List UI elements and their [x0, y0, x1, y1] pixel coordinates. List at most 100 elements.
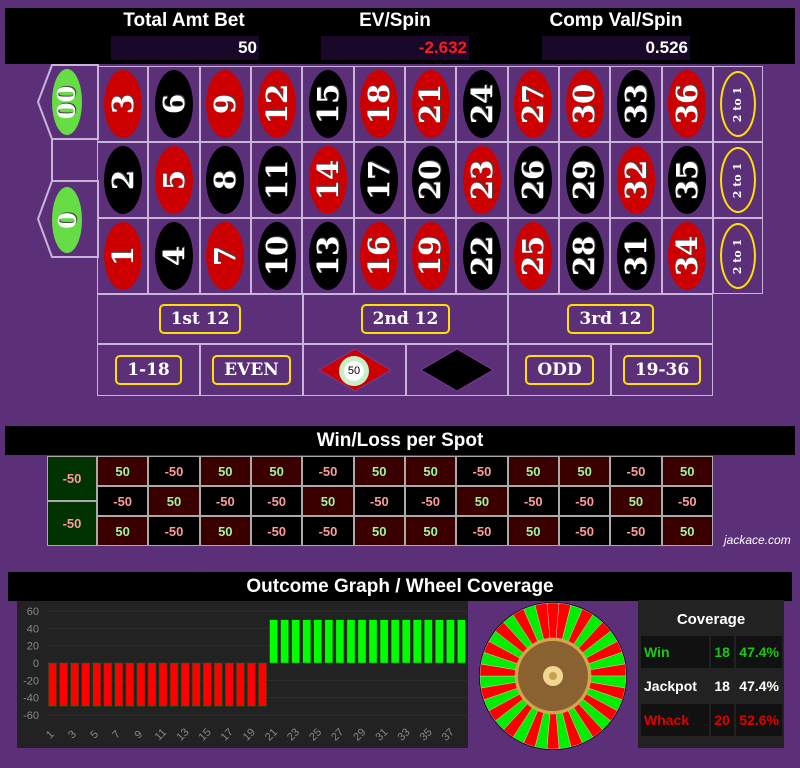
x-tick-label: 25	[307, 726, 324, 743]
number-oval: 3	[103, 70, 142, 138]
number-oval: 23	[462, 146, 501, 214]
bet-1-18[interactable]: 1-18	[97, 344, 200, 396]
x-tick-label: 17	[219, 726, 236, 743]
number-label: 10	[259, 235, 294, 277]
chip[interactable]: 50	[339, 356, 369, 386]
number-oval: 16	[360, 222, 399, 290]
bet-even[interactable]: EVEN	[200, 344, 303, 396]
outcome-bar	[92, 662, 102, 707]
bet-spot-23[interactable]: 23	[456, 142, 508, 218]
winloss-cell: -50	[148, 516, 200, 546]
bet-spot-32[interactable]: 32	[610, 142, 662, 218]
bet-spot-7[interactable]: 7	[199, 218, 252, 294]
dozen-3rd[interactable]: 3rd 12	[508, 294, 713, 344]
bet-spot-10[interactable]: 10	[250, 218, 303, 294]
dozen-2nd[interactable]: 2nd 12	[303, 294, 508, 344]
number-oval: 17	[360, 146, 399, 214]
column-bet-2[interactable]: 2 to 1	[713, 142, 763, 218]
number-label: 12	[259, 83, 294, 125]
number-oval: 21	[411, 70, 450, 138]
number-label: 11	[259, 159, 294, 201]
x-tick-label: 9	[132, 728, 145, 741]
number-label: 25	[516, 235, 551, 277]
number-label: 6	[157, 93, 192, 115]
number-oval: 33	[616, 70, 655, 138]
coverage-title: Coverage	[676, 611, 746, 628]
winloss-title: Win/Loss per Spot	[5, 426, 795, 455]
number-oval: 11	[257, 146, 296, 214]
bet-spot-28[interactable]: 28	[558, 218, 611, 294]
number-label: 29	[567, 159, 602, 201]
bet-spot-2[interactable]: 2	[97, 142, 149, 218]
outcome-bar	[324, 619, 334, 664]
bet-spot-26[interactable]: 26	[507, 142, 560, 218]
winloss-cell: 50	[507, 516, 559, 546]
bet-spot-19[interactable]: 19	[404, 218, 457, 294]
bet-spot-4[interactable]: 4	[148, 218, 200, 294]
bet-spot-00[interactable]: 00	[52, 69, 82, 135]
dozen-label: 1st 12	[158, 304, 242, 334]
column-label: 2 to 1	[731, 86, 745, 122]
x-tick-label: 33	[396, 726, 413, 743]
bet-spot-15[interactable]: 15	[302, 66, 354, 142]
bet-spot-6[interactable]: 6	[148, 66, 200, 142]
outcome-bar	[435, 619, 444, 664]
bet-spot-33[interactable]: 33	[610, 66, 662, 142]
x-tick-label: 19	[241, 726, 258, 743]
bet-spot-20[interactable]: 20	[404, 142, 457, 218]
x-tick-label: 1	[44, 728, 57, 741]
dozen-1st[interactable]: 1st 12	[97, 294, 303, 344]
winloss-cell: 50	[97, 516, 149, 546]
x-tick-label: 15	[197, 726, 214, 743]
bet-spot-9[interactable]: 9	[199, 66, 252, 142]
number-label: 20	[413, 159, 448, 201]
bet-19-36[interactable]: 19-36	[611, 344, 713, 396]
winloss-cell: 50	[302, 486, 354, 516]
outcome-bar	[291, 619, 300, 664]
bet-spot-8[interactable]: 8	[199, 142, 252, 218]
bet-spot-5[interactable]: 5	[148, 142, 200, 218]
bet-spot-29[interactable]: 29	[558, 142, 611, 218]
bet-spot-16[interactable]: 16	[353, 218, 406, 294]
bet-spot-25[interactable]: 25	[507, 218, 560, 294]
number-label: 5	[157, 169, 192, 191]
bet-spot-12[interactable]: 12	[250, 66, 303, 142]
bet-spot-3[interactable]: 3	[97, 66, 149, 142]
outcome-bar	[191, 662, 201, 707]
winloss-cell: 50	[404, 456, 457, 486]
bet-spot-35[interactable]: 35	[661, 142, 714, 218]
number-oval: 24	[462, 70, 501, 138]
bet-spot-24[interactable]: 24	[456, 66, 508, 142]
y-tick-label: 40	[27, 623, 39, 635]
number-oval: 19	[411, 222, 450, 290]
winloss-cell: 50	[353, 456, 405, 486]
bet-spot-30[interactable]: 30	[558, 66, 611, 142]
column-bet-1[interactable]: 2 to 1	[713, 66, 763, 142]
bet-spot-17[interactable]: 17	[353, 142, 406, 218]
bet-spot-34[interactable]: 34	[661, 218, 714, 294]
bet-spot-36[interactable]: 36	[661, 66, 714, 142]
bet-spot-22[interactable]: 22	[456, 218, 508, 294]
y-tick-label: 60	[27, 606, 39, 618]
number-oval: 22	[462, 222, 501, 290]
bet-spot-14[interactable]: 14	[302, 142, 354, 218]
bet-red[interactable]: 50	[303, 344, 406, 396]
bet-spot-11[interactable]: 11	[250, 142, 303, 218]
outcome-bar	[180, 662, 190, 707]
bet-spot-18[interactable]: 18	[353, 66, 406, 142]
winloss-cell: 50	[661, 516, 713, 546]
number-label: 31	[618, 235, 653, 277]
bet-spot-0[interactable]: 0	[52, 187, 82, 253]
bet-spot-31[interactable]: 31	[610, 218, 662, 294]
ev-value: -2.632	[321, 36, 469, 60]
bet-spot-27[interactable]: 27	[507, 66, 560, 142]
bet-black[interactable]	[406, 344, 508, 396]
number-oval: 32	[616, 146, 655, 214]
bet-spot-13[interactable]: 13	[302, 218, 354, 294]
bet-spot-1[interactable]: 1	[97, 218, 149, 294]
bet-spot-21[interactable]: 21	[404, 66, 457, 142]
column-bet-3[interactable]: 2 to 1	[713, 218, 763, 294]
bet-odd[interactable]: ODD	[508, 344, 611, 396]
outcome-bar	[269, 619, 278, 664]
x-tick-label: 29	[351, 726, 368, 743]
